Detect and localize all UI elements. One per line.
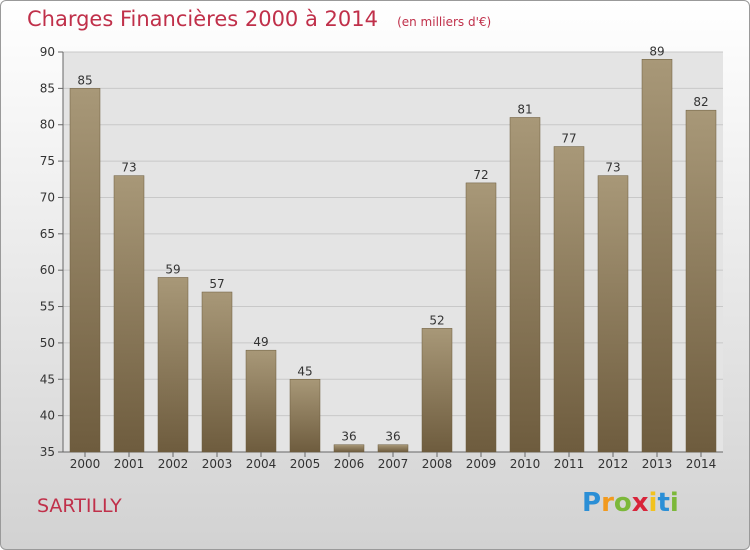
data-label: 52 <box>429 313 444 327</box>
data-label: 57 <box>209 277 224 291</box>
y-tick-label: 55 <box>40 300 55 314</box>
data-label: 49 <box>253 335 268 349</box>
data-label: 85 <box>77 73 92 87</box>
bar-2008 <box>421 328 453 453</box>
bar-2005 <box>289 379 321 453</box>
logo-letter: i <box>648 488 658 518</box>
bar-2001 <box>113 175 145 453</box>
data-label: 89 <box>649 44 664 58</box>
y-tick-label: 90 <box>40 45 55 59</box>
y-tick-label: 40 <box>40 409 55 423</box>
data-label: 82 <box>693 95 708 109</box>
title-block: Charges Financières 2000 à 2014 (en mill… <box>27 7 491 31</box>
y-tick-label: 65 <box>40 227 55 241</box>
x-tick-label: 2005 <box>290 457 321 471</box>
bar-2013 <box>641 59 673 453</box>
x-tick-label: 2014 <box>686 457 717 471</box>
chart-title: Charges Financières 2000 à 2014 <box>27 7 378 31</box>
x-tick-label: 2008 <box>422 457 453 471</box>
logo-letter: r <box>601 488 614 518</box>
x-tick-label: 2011 <box>554 457 585 471</box>
x-tick-label: 2004 <box>246 457 277 471</box>
bar-2000 <box>69 88 101 453</box>
y-tick-label: 70 <box>40 190 55 204</box>
bar-2011 <box>553 146 585 453</box>
x-tick-label: 2013 <box>642 457 673 471</box>
data-label: 45 <box>297 364 312 378</box>
bar-2010 <box>509 117 541 453</box>
x-tick-label: 2009 <box>466 457 497 471</box>
y-tick-label: 60 <box>40 263 55 277</box>
logo-letter: P <box>582 488 602 518</box>
data-label: 36 <box>341 430 356 444</box>
x-tick-label: 2007 <box>378 457 409 471</box>
data-label: 59 <box>165 262 180 276</box>
y-tick-label: 75 <box>40 154 55 168</box>
data-label: 73 <box>605 161 620 175</box>
bar-2012 <box>597 175 629 453</box>
y-tick-label: 80 <box>40 118 55 132</box>
logo-letter: t <box>657 488 670 518</box>
y-tick-label: 85 <box>40 81 55 95</box>
x-tick-label: 2003 <box>202 457 233 471</box>
data-label: 81 <box>517 102 532 116</box>
x-tick-label: 2001 <box>114 457 145 471</box>
bar-2007 <box>377 444 409 453</box>
x-tick-label: 2006 <box>334 457 365 471</box>
logo-letter: x <box>631 488 649 518</box>
x-tick-label: 2010 <box>510 457 541 471</box>
x-tick-label: 2000 <box>70 457 101 471</box>
data-label: 73 <box>121 161 136 175</box>
y-tick-label: 35 <box>40 445 55 459</box>
y-tick-label: 45 <box>40 372 55 386</box>
proxiti-logo: Proxiti <box>582 488 679 518</box>
logo-letter: o <box>613 488 632 518</box>
logo-letter: i <box>669 488 679 518</box>
commune-name: SARTILLY <box>37 495 122 517</box>
chart-subtitle: (en milliers d'€) <box>397 15 492 29</box>
bar-2004 <box>245 349 277 453</box>
bar-2014 <box>685 109 717 453</box>
data-label: 72 <box>473 168 488 182</box>
bar-2009 <box>465 182 497 453</box>
bar-2006 <box>333 444 365 453</box>
data-label: 77 <box>561 132 576 146</box>
bar-2003 <box>201 291 233 453</box>
bar-2002 <box>157 277 189 453</box>
y-tick-label: 50 <box>40 336 55 350</box>
x-tick-label: 2002 <box>158 457 189 471</box>
x-tick-label: 2012 <box>598 457 629 471</box>
data-label: 36 <box>385 430 400 444</box>
